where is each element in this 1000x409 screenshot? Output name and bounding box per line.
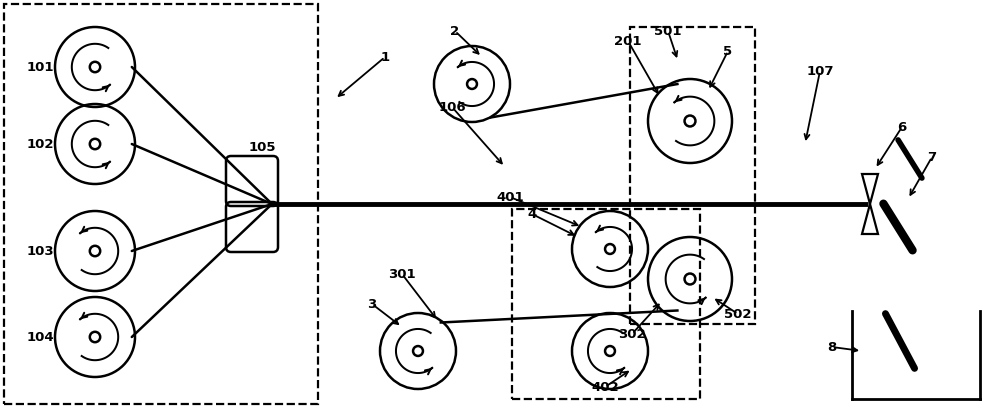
- Text: 107: 107: [806, 65, 834, 78]
- Text: 301: 301: [388, 268, 416, 281]
- Text: 401: 401: [496, 191, 524, 204]
- Bar: [512, 209, 700, 399]
- Text: 502: 502: [724, 308, 752, 321]
- Text: 104: 104: [27, 331, 55, 344]
- Text: 2: 2: [450, 25, 460, 38]
- Text: 106: 106: [438, 101, 466, 114]
- Text: 105: 105: [248, 141, 276, 154]
- Text: 3: 3: [367, 298, 377, 311]
- Text: 6: 6: [897, 121, 907, 134]
- Polygon shape: [862, 175, 878, 204]
- Text: 102: 102: [27, 138, 55, 151]
- Text: 201: 201: [614, 36, 642, 48]
- Text: 5: 5: [723, 45, 733, 58]
- Text: 1: 1: [380, 52, 390, 64]
- Text: 302: 302: [618, 328, 646, 341]
- Bar: [4, 5, 318, 404]
- Text: 4: 4: [527, 208, 537, 221]
- Text: 402: 402: [591, 380, 619, 393]
- Text: 103: 103: [27, 245, 55, 258]
- Text: 501: 501: [654, 25, 682, 38]
- Polygon shape: [862, 204, 878, 234]
- Text: 7: 7: [927, 151, 937, 164]
- Text: 101: 101: [27, 61, 55, 74]
- Bar: [630, 28, 755, 324]
- Text: 8: 8: [827, 341, 837, 354]
